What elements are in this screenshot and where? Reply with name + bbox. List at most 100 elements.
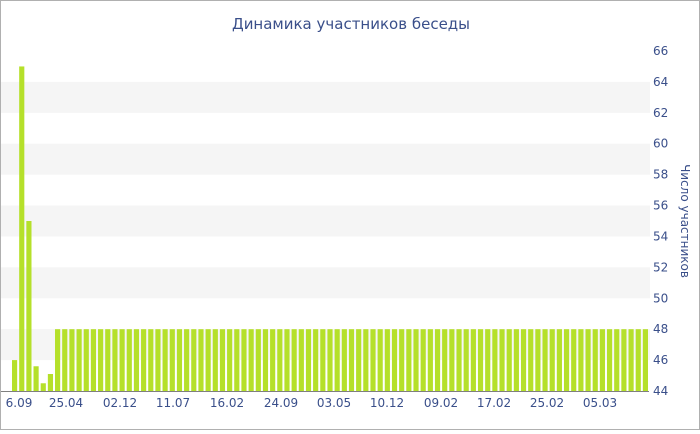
bar [327, 329, 333, 391]
bar [76, 329, 82, 391]
bar [506, 329, 512, 391]
bar [126, 329, 132, 391]
bar [542, 329, 548, 391]
bar [12, 360, 18, 391]
bar [356, 329, 362, 391]
x-tick-label: 11.07 [156, 396, 190, 410]
bar [635, 329, 641, 391]
bar [556, 329, 562, 391]
bar [614, 329, 620, 391]
bar [449, 329, 455, 391]
grid-bands [1, 81, 650, 361]
bar [499, 329, 505, 391]
bar [241, 329, 247, 391]
bar [119, 329, 125, 391]
bar [234, 329, 240, 391]
bar [205, 329, 211, 391]
bar [33, 366, 39, 391]
bar [485, 329, 491, 391]
bar [477, 329, 484, 391]
bar [628, 329, 634, 391]
bar [141, 329, 147, 391]
bar [442, 329, 448, 391]
bar [341, 329, 347, 391]
y-tick-label: 56 [653, 199, 668, 213]
bar [19, 66, 25, 391]
x-tick-label: 6.09 [6, 396, 33, 410]
bar [406, 329, 412, 391]
bar [549, 329, 555, 391]
bar [427, 329, 433, 391]
bar [47, 374, 54, 391]
bar [399, 329, 405, 391]
y-tick-label: 46 [653, 353, 668, 367]
bar [420, 329, 426, 391]
bar [528, 329, 534, 391]
bar [592, 329, 598, 391]
y-tick-label: 44 [653, 384, 668, 398]
x-tick-label: 03.05 [317, 396, 351, 410]
bar [69, 329, 75, 391]
x-tick-label: 02.12 [103, 396, 137, 410]
bar [162, 329, 168, 391]
x-tick-label: 09.02 [424, 396, 458, 410]
bar [520, 329, 527, 391]
bar [413, 329, 419, 391]
y-tick-label: 48 [653, 322, 668, 336]
bar [112, 329, 118, 391]
bar [492, 329, 498, 391]
chart-title: Динамика участников беседы [232, 15, 470, 33]
grid-band [1, 205, 650, 237]
grid-band [1, 143, 650, 175]
bar [470, 329, 476, 391]
bar [305, 329, 312, 391]
bar [55, 329, 61, 391]
bar [571, 329, 577, 391]
y-tick-label: 60 [653, 137, 668, 151]
y-tick-label: 50 [653, 291, 668, 305]
bars-group [12, 66, 648, 391]
bar [148, 329, 154, 391]
x-tick-label: 25.04 [49, 396, 83, 410]
bar [212, 329, 218, 391]
bar [191, 329, 197, 391]
bar [348, 329, 355, 391]
x-tick-label: 05.03 [583, 396, 617, 410]
y-tick-label: 64 [653, 75, 668, 89]
grid-band [1, 81, 650, 113]
bar [176, 329, 183, 391]
x-axis-ticks: 6.09 25.04 02.12 11.07 16.02 24.09 03.05 10.12 0… [6, 396, 618, 410]
x-tick-label: 17.02 [477, 396, 511, 410]
bar [155, 329, 161, 391]
bar [563, 329, 570, 391]
bar [313, 329, 319, 391]
bar [291, 329, 297, 391]
bar [606, 329, 613, 391]
bar [169, 329, 175, 391]
bar [434, 329, 441, 391]
bar [621, 329, 627, 391]
bar [90, 329, 97, 391]
bar [578, 329, 584, 391]
bar [270, 329, 276, 391]
bar [585, 329, 591, 391]
bar [133, 329, 140, 391]
bar [642, 329, 648, 391]
y-tick-label: 62 [653, 106, 668, 120]
bar [105, 329, 111, 391]
bar [184, 329, 190, 391]
bar [320, 329, 326, 391]
bar [363, 329, 369, 391]
bar [599, 329, 605, 391]
y-tick-label: 54 [653, 229, 668, 243]
y-tick-label: 66 [653, 44, 668, 58]
y-axis-ticks: 44 46 48 50 52 54 56 58 60 62 64 66 [653, 44, 668, 398]
bar [83, 329, 89, 391]
bar [255, 329, 261, 391]
bar [391, 329, 398, 391]
x-tick-label: 16.02 [210, 396, 244, 410]
bar [219, 329, 226, 391]
x-tick-label: 10.12 [370, 396, 404, 410]
bar [298, 329, 304, 391]
